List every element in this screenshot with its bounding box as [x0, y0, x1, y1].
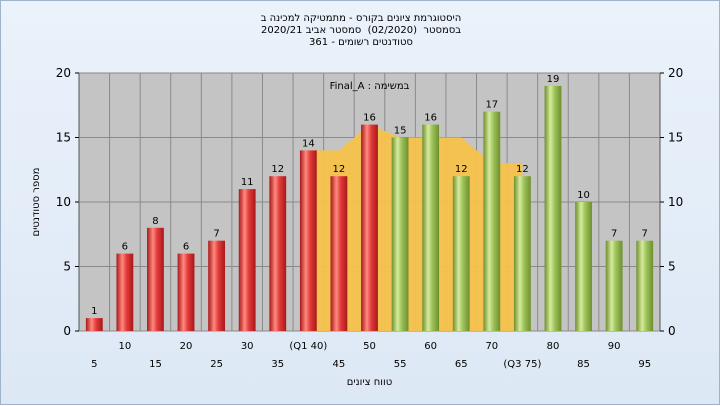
y-tick-label-right: 10: [668, 195, 683, 209]
bar-value-label: 14: [302, 138, 315, 149]
bar: [330, 176, 348, 331]
x-tick-label: 45: [333, 359, 346, 370]
bar: [269, 176, 287, 331]
bar: [116, 253, 134, 331]
y-tick-label: 5: [63, 260, 71, 274]
bar-value-label: 7: [611, 229, 617, 240]
bar: [452, 176, 470, 331]
bar-value-label: 16: [363, 113, 376, 124]
bar: [636, 240, 654, 331]
x-tick-label: 85: [577, 359, 590, 370]
x-tick-label: 5: [91, 359, 97, 370]
bar: [147, 227, 164, 331]
x-tick-label: 55: [394, 359, 407, 370]
y-tick-label-right: 20: [668, 66, 683, 80]
y-tick-label-right: 5: [668, 260, 676, 274]
x-tick-label: (Q3 75): [503, 359, 541, 370]
chart-title: היסטוגרמת ציונים בקורס - מתמטיקה למכינה …: [260, 13, 462, 24]
bar: [422, 124, 440, 331]
x-tick-label: 70: [485, 341, 498, 352]
bar: [605, 240, 623, 331]
x-tick-label: 80: [547, 341, 560, 352]
y-axis-title: מספר סטודנטים: [31, 168, 42, 237]
bar: [513, 176, 531, 331]
x-tick-label: (Q1 40): [289, 341, 327, 352]
bar-value-label: 8: [152, 216, 158, 227]
x-tick-label: 90: [608, 341, 621, 352]
bar-value-label: 12: [455, 164, 468, 175]
x-tick-label: 10: [119, 341, 132, 352]
bar-value-label: 6: [122, 242, 128, 253]
x-tick-label: 30: [241, 341, 254, 352]
chart-subtitle-semester: בסמסטר (02/2020) סמסטר אביב 2020/21: [260, 25, 462, 36]
bar-value-label: 7: [642, 229, 648, 240]
bar: [483, 111, 501, 331]
bar-value-label: 12: [333, 164, 346, 175]
y-tick-label-right: 0: [668, 324, 676, 338]
chart-subtitle-students: 361 - סטודנטים רשומים: [309, 37, 413, 48]
bar: [544, 85, 562, 332]
bars: [85, 85, 654, 332]
x-tick-label: 60: [424, 341, 437, 352]
bar-value-label: 17: [485, 100, 498, 111]
y-tick-label-right: 15: [668, 131, 683, 145]
x-tick-label: 35: [271, 359, 284, 370]
x-tick-label: 50: [363, 341, 376, 352]
y-tick-label: 0: [63, 324, 71, 338]
bar-value-label: 11: [241, 177, 254, 188]
bar: [391, 137, 409, 331]
x-tick-label: 65: [455, 359, 468, 370]
y-tick-label: 10: [56, 195, 71, 209]
x-axis-title: טווח ציונים: [347, 377, 392, 388]
bar-value-label: 15: [394, 126, 407, 137]
chart-annotation: Final_A : במשימה: [330, 81, 410, 92]
x-tick-label: 25: [210, 359, 223, 370]
bar-value-label: 6: [183, 242, 189, 253]
bar-value-label: 12: [516, 164, 529, 175]
bar: [208, 240, 226, 331]
bar: [177, 253, 195, 331]
y-tick-label: 15: [56, 131, 71, 145]
bar-value-label: 7: [213, 229, 219, 240]
bar: [85, 318, 103, 331]
bar-value-label: 1: [91, 306, 97, 317]
bar: [299, 150, 317, 331]
x-tick-label: 15: [149, 359, 162, 370]
bar-value-label: 10: [577, 190, 590, 201]
y-tick-label: 20: [56, 66, 71, 80]
x-tick-label: 95: [638, 359, 651, 370]
bar: [575, 202, 592, 331]
bar-value-label: 16: [424, 113, 437, 124]
bar: [361, 124, 378, 331]
x-tick-label: 20: [180, 341, 193, 352]
bar: [238, 189, 256, 331]
bar-value-label: 19: [547, 74, 560, 85]
bar-value-label: 12: [271, 164, 284, 175]
